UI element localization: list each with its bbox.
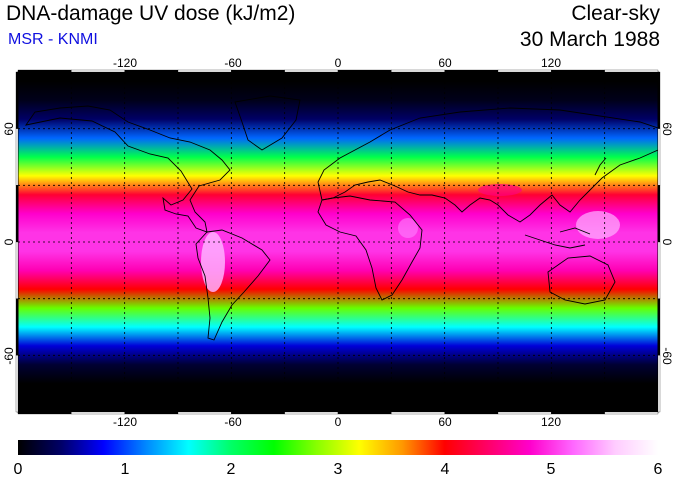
colorbar-tick-label: 6 [654, 461, 663, 478]
lon-labels-top: -120 -60 0 60 120 [113, 56, 561, 70]
frame-tick-top [177, 69, 232, 73]
coastline-australia [547, 255, 616, 305]
lon-label-top: 60 [438, 56, 452, 70]
lon-label-bottom: 120 [541, 415, 561, 429]
frame-tick-top [444, 69, 499, 73]
frame-tick-left [15, 241, 19, 299]
coastline-south-america [195, 229, 271, 341]
colorbar-tick-label: 4 [441, 461, 450, 478]
frame-tick-right [657, 185, 661, 243]
coastline-greenland [234, 95, 301, 151]
coastline-antarctica [18, 394, 658, 401]
frame-tick-left [15, 71, 19, 129]
lon-label-bottom: -60 [224, 415, 242, 429]
lat-label-left: 60 [2, 122, 16, 136]
lon-labels-bottom: -120 -60 0 60 120 [113, 415, 561, 429]
colorbar-tick-label: 3 [334, 461, 343, 478]
frame-tick-top [497, 69, 552, 73]
frame-tick-top [71, 69, 125, 73]
lon-label-bottom: -120 [113, 415, 137, 429]
frame-tick-right [657, 241, 661, 299]
hotspot-andes [201, 232, 225, 292]
lat-labels-right: 60 0 -60 [660, 122, 674, 365]
lon-label-top: -120 [113, 56, 137, 70]
frame-tick-bottom [444, 411, 499, 415]
frame-tick-right [657, 71, 661, 129]
frame-tick-bottom [124, 411, 179, 415]
colorbar-tick-label: 2 [227, 461, 236, 478]
source-label: MSR - KNMI [8, 31, 98, 48]
frame-tick-top [124, 69, 179, 73]
frame-tick-bottom [177, 411, 232, 415]
frame-tick-bottom [231, 411, 285, 415]
graticule [18, 72, 658, 412]
lat-label-right: -60 [660, 347, 674, 365]
colorbar-tick-label: 1 [121, 461, 130, 478]
frame-tick-bottom [337, 411, 392, 415]
frame-tick-top [391, 69, 445, 73]
frame-tick-bottom [551, 411, 605, 415]
frame-tick-left [15, 298, 19, 356]
lon-label-bottom: 0 [335, 415, 342, 429]
lat-label-left: -60 [2, 347, 16, 365]
coastlines [18, 95, 658, 401]
lon-label-top: -60 [224, 56, 242, 70]
lon-label-bottom: 60 [438, 415, 452, 429]
coastline-north-america [24, 105, 231, 233]
frame-tick-left [15, 185, 19, 243]
frame-tick-right [657, 355, 661, 413]
frame-tick-bottom [284, 411, 339, 415]
lon-label-top: 120 [541, 56, 561, 70]
coastline-japan [594, 157, 607, 176]
frame-tick-top [551, 69, 605, 73]
coastline-indonesia [524, 227, 591, 249]
colorbar-tick-label: 0 [14, 461, 23, 478]
frame-tick-top [284, 69, 339, 73]
frame-tick-right [657, 298, 661, 356]
sky-condition-label: Clear-sky [571, 2, 660, 25]
frame-tick-left [15, 355, 19, 413]
hotspot-tibet [478, 184, 522, 196]
frame-tick-top [231, 69, 285, 73]
frame-tick-left [15, 128, 19, 186]
date-label: 30 March 1988 [519, 28, 660, 51]
frame-tick-top [17, 69, 72, 73]
frame-tick-right [657, 128, 661, 186]
lat-label-right: 0 [660, 239, 674, 246]
lon-label-top: 0 [335, 56, 342, 70]
hotspot-east-africa [398, 218, 418, 238]
lat-label-left: 0 [2, 238, 16, 245]
frame-tick-bottom [391, 411, 445, 415]
hotspot-west-pacific [576, 211, 620, 239]
coastline-africa [317, 195, 423, 301]
frame-tick-top [604, 69, 659, 73]
lat-labels-left: 60 0 -60 [2, 122, 16, 365]
colorbar-labels: 0 1 2 3 4 5 6 [14, 461, 663, 478]
colorbar [18, 440, 658, 455]
coastline-europe-asia [317, 107, 658, 223]
colorbar-tick-label: 5 [547, 461, 556, 478]
frame-tick-bottom [71, 411, 125, 415]
frame-tick-bottom [17, 411, 72, 415]
frame-tick-bottom [604, 411, 659, 415]
frame-tick-bottom [497, 411, 552, 415]
lat-label-right: 60 [660, 122, 674, 136]
chart-title: DNA-damage UV dose (kJ/m2) [6, 2, 296, 25]
frame-tick-top [337, 69, 392, 73]
frame-ticks [15, 69, 661, 415]
